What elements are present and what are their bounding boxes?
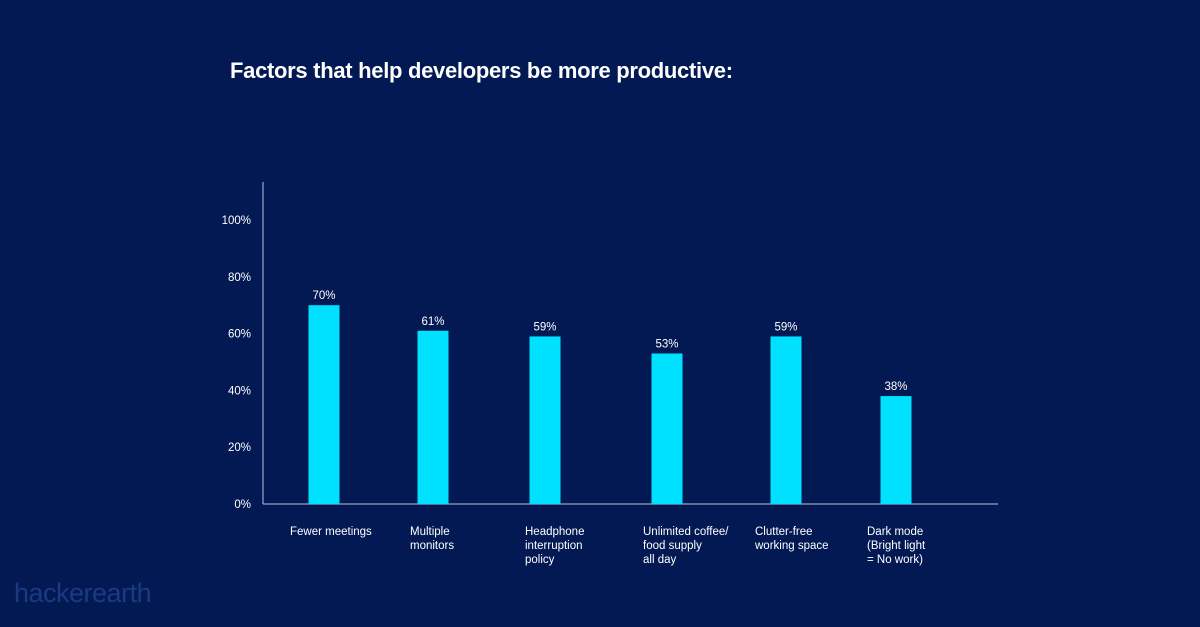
x-tick-label: Headphone interruption policy — [525, 526, 585, 566]
bar — [770, 336, 802, 504]
y-tick-label: 60% — [228, 329, 251, 341]
x-tick-label: Clutter-free working space — [755, 526, 829, 552]
bar — [417, 330, 449, 504]
bar — [529, 336, 561, 504]
bar — [308, 305, 340, 504]
bar-value-label: 59% — [774, 321, 797, 333]
bar-value-label: 61% — [421, 316, 444, 328]
y-tick-label: 100% — [222, 215, 251, 227]
x-tick-label: Multiple monitors — [410, 526, 455, 552]
bar-value-label: 59% — [533, 321, 556, 333]
hackerearth-logo: hackerearth — [14, 578, 152, 608]
bar-value-label: 70% — [312, 290, 335, 302]
x-tick-label: Fewer meetings — [290, 526, 372, 538]
bar — [651, 353, 683, 504]
x-tick-label: Dark mode (Bright light = No work) — [867, 526, 926, 566]
y-tick-label: 80% — [228, 272, 251, 284]
x-tick-label: Unlimited coffee/ food supply all day — [643, 526, 729, 566]
bar — [880, 396, 912, 504]
chart-title: Factors that help developers be more pro… — [230, 58, 733, 83]
bar-value-label: 38% — [884, 381, 907, 393]
bar-value-label: 53% — [655, 338, 678, 350]
y-tick-label: 40% — [228, 385, 251, 397]
y-tick-label: 0% — [234, 499, 251, 511]
y-tick-label: 20% — [228, 442, 251, 454]
